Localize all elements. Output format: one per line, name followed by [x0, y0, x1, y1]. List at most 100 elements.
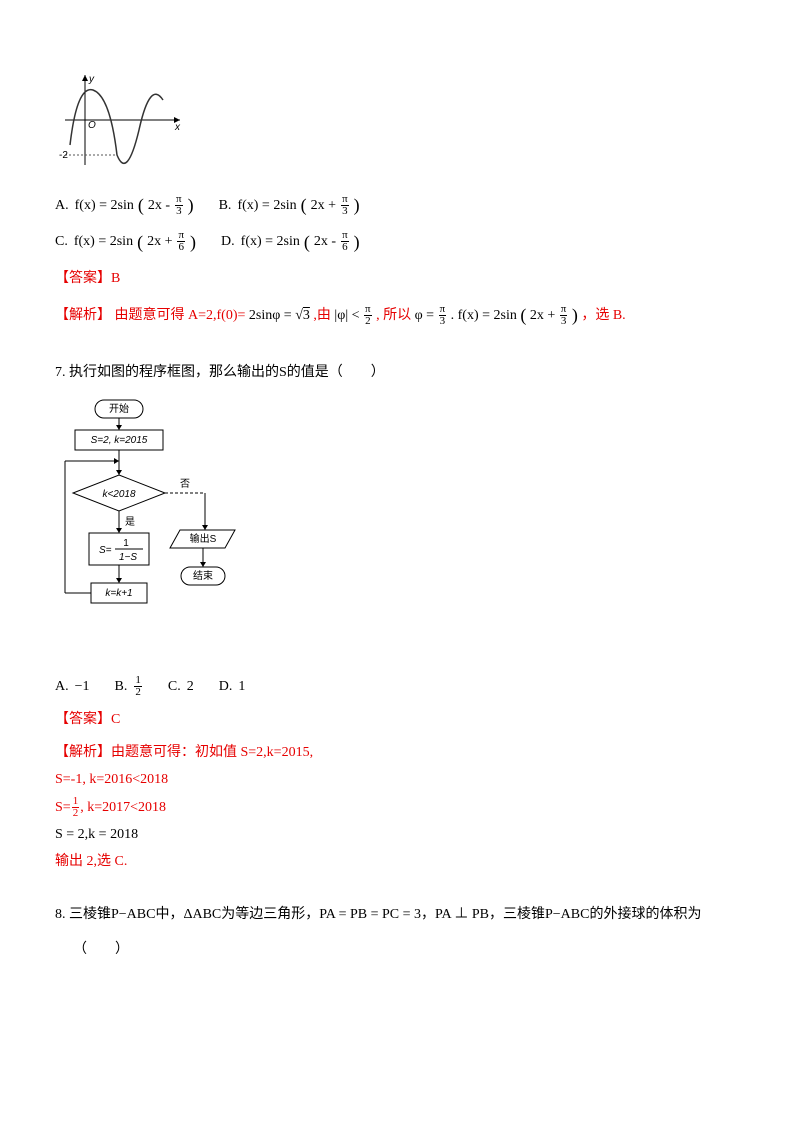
paren-r: ) — [188, 189, 194, 221]
flow-assign-num: 1 — [123, 538, 129, 549]
q7-step1: S=-1, k=2016<2018 — [55, 767, 745, 792]
q7-step2: S=12, k=2017<2018 — [55, 795, 745, 820]
option-label: C. — [168, 674, 181, 699]
sine-svg: -2 O x y — [55, 70, 185, 170]
q8-text: 8. 三棱锥P−ABC中，ΔABC为等边三角形，PA = PB = PC = 3… — [55, 902, 745, 927]
q7-options: A. −1 B. 12 C. 2 D. 1 — [55, 674, 745, 699]
tick-minus2: -2 — [59, 150, 68, 161]
expr-pre: f(x) = 2sin — [74, 229, 133, 254]
option-label: B. — [219, 193, 232, 218]
option-label: D. — [219, 674, 233, 699]
step2-frac: 12 — [72, 796, 80, 819]
y-arrow — [82, 75, 88, 81]
origin-label: O — [88, 120, 96, 131]
abs-r-icon — [345, 308, 348, 323]
option-label: A. — [55, 674, 69, 699]
option-label: A. — [55, 193, 69, 218]
q7-option-a[interactable]: A. −1 — [55, 674, 90, 699]
flow-output-text: 输出S — [190, 532, 217, 545]
analysis-label: 【解析】 — [55, 745, 111, 760]
analysis-label: 【解析】 — [55, 308, 111, 323]
frac: π6 — [341, 230, 349, 253]
option-label: C. — [55, 229, 68, 254]
q6-option-d[interactable]: D. f(x) = 2sin ( 2x - π6 ) — [221, 226, 360, 258]
flow-yes-text: 是 — [125, 516, 135, 528]
q7-answer: 【答案】C — [55, 707, 745, 732]
answer-label: 【答案】 — [55, 712, 111, 727]
phi-frac: π3 — [439, 304, 447, 327]
root-value: 3 — [303, 308, 310, 323]
analysis-t1: 由题意可得 A=2,f(0)= — [115, 308, 246, 323]
sine-curve — [70, 90, 163, 164]
flow-inc-text: k=k+1 — [105, 588, 132, 599]
paren-r: ) — [572, 305, 578, 325]
analysis-comma: . — [451, 308, 455, 323]
flow-end-text: 结束 — [193, 569, 213, 582]
q7-final: 输出 2,选 C. — [55, 849, 745, 874]
q8-number: 8. — [55, 907, 66, 922]
flow-assign-den: 1−S — [119, 552, 137, 563]
paren-l: ( — [520, 305, 526, 325]
q8-blank: （ ） — [55, 937, 745, 962]
lt-text: < — [352, 308, 363, 323]
sqrt-icon — [295, 308, 303, 323]
answer-value: C — [111, 712, 120, 727]
q6-analysis: 【解析】 由题意可得 A=2,f(0)= 2sinφ = 3 ,由 φ < π2… — [55, 299, 745, 331]
paren-l: ( — [138, 189, 144, 221]
frac: π6 — [177, 230, 185, 253]
flow-start-text: 开始 — [109, 402, 129, 415]
q7-option-b[interactable]: B. 12 — [115, 674, 143, 699]
inner-pre: 2x + — [311, 193, 336, 218]
q7-text: 7. 执行如图的程序框图，那么输出的S的值是（ ） — [55, 360, 745, 385]
answer-label: 【答案】 — [55, 271, 111, 286]
inner-pre: 2x - — [314, 229, 336, 254]
q7-option-c[interactable]: C. 2 — [168, 674, 194, 699]
q6-option-a[interactable]: A. f(x) = 2sin ( 2x - π3 ) — [55, 189, 194, 221]
flow-cond-text: k<2018 — [102, 489, 136, 500]
flow-assign-pre: S= — [99, 545, 112, 556]
eq1-pre: 2sinφ = — [249, 308, 295, 323]
q8-body: 三棱锥P−ABC中，ΔABC为等边三角形，PA = PB = PC = 3，PA… — [69, 907, 701, 922]
q6-sine-graph: -2 O x y — [55, 70, 745, 179]
paren-r: ) — [354, 189, 360, 221]
expr-pre: f(x) = 2sin — [241, 229, 300, 254]
x-label: x — [174, 122, 181, 133]
analysis-t2: ,由 — [313, 308, 331, 323]
q7-number: 7. — [55, 365, 66, 380]
paren-l: ( — [304, 226, 310, 258]
q6-options-row1: A. f(x) = 2sin ( 2x - π3 ) B. f(x) = 2si… — [55, 189, 745, 221]
paren-r: ) — [190, 226, 196, 258]
expr-pre: f(x) = 2sin — [75, 193, 134, 218]
option-value: 1 — [238, 674, 245, 699]
q6-options-row2: C. f(x) = 2sin ( 2x + π6 ) D. f(x) = 2si… — [55, 226, 745, 258]
paren-r: ) — [354, 226, 360, 258]
paren-l: ( — [137, 226, 143, 258]
q7-option-d[interactable]: D. 1 — [219, 674, 246, 699]
analysis-t3: , 所以 — [376, 308, 411, 323]
option-frac: 12 — [134, 675, 142, 698]
answer-value: B — [111, 271, 120, 286]
q6-option-c[interactable]: C. f(x) = 2sin ( 2x + π6 ) — [55, 226, 196, 258]
inner-pre: 2x + — [147, 229, 172, 254]
analysis-tail: ，选 B. — [581, 308, 625, 323]
expr-pre: f(x) = 2sin — [237, 193, 296, 218]
frac: π3 — [175, 194, 183, 217]
result-inner: 2x + — [530, 308, 559, 323]
option-value: −1 — [75, 674, 90, 699]
result-frac: π3 — [560, 304, 568, 327]
option-value: 2 — [187, 674, 194, 699]
phi-eq: φ = — [415, 308, 438, 323]
flow-init-text: S=2, k=2015 — [91, 435, 148, 446]
step2-pre: S= — [55, 800, 71, 815]
q7-analysis-head: 【解析】由题意可得：初如值 S=2,k=2015, — [55, 740, 745, 765]
q6-answer: 【答案】B — [55, 266, 745, 291]
q6-option-b[interactable]: B. f(x) = 2sin ( 2x + π3 ) — [219, 189, 360, 221]
result-pre: f(x) = 2sin — [458, 308, 517, 323]
abs-frac: π2 — [364, 304, 372, 327]
paren-l: ( — [301, 189, 307, 221]
option-label: B. — [115, 674, 128, 699]
frac: π3 — [341, 194, 349, 217]
q7-step3: S = 2,k = 2018 — [55, 822, 745, 847]
analysis-t1: 由题意可得：初如值 S=2,k=2015, — [111, 745, 313, 760]
inner-pre: 2x - — [148, 193, 170, 218]
